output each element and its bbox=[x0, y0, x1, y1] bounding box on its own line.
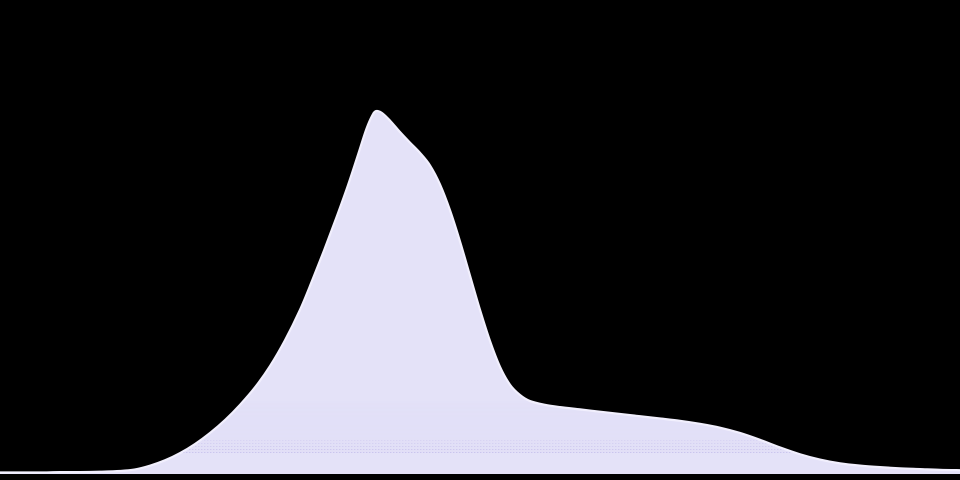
density-outline bbox=[0, 109, 960, 474]
density-area-fill bbox=[0, 110, 960, 474]
